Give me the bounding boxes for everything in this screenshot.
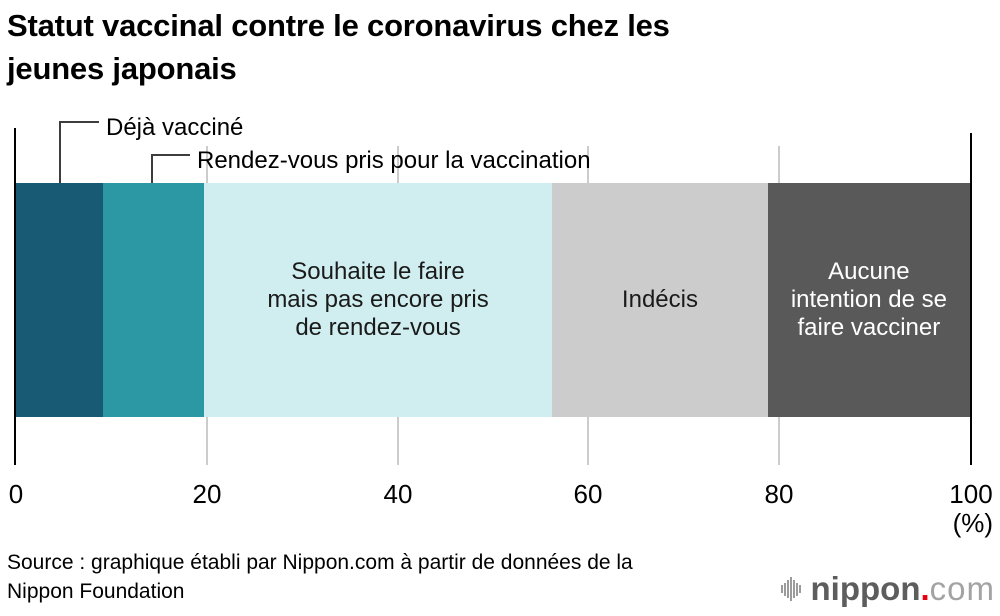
bar-segment-deja-vaccine bbox=[16, 183, 103, 417]
axis-line-right bbox=[970, 133, 972, 465]
nippon-com-logo: nippon.com bbox=[780, 568, 995, 610]
segment-label-aucune: Aucune intention de se faire vacciner bbox=[791, 258, 947, 342]
axis-line-left bbox=[14, 128, 16, 465]
logo-wordmark: nippon.com bbox=[811, 570, 995, 608]
segment-label-line: mais pas encore pris bbox=[267, 286, 489, 313]
page-title-line2: jeunes japonais bbox=[7, 51, 237, 86]
leader-line-rendez-vous-vertical bbox=[151, 154, 153, 183]
sound-wave-bars-icon bbox=[780, 577, 802, 601]
x-tick-80: 80 bbox=[764, 479, 794, 509]
x-tick-40: 40 bbox=[383, 479, 413, 509]
segment-label-line: Souhaite le faire bbox=[291, 258, 465, 285]
page-title-line1: Statut vaccinal contre le coronavirus ch… bbox=[7, 8, 670, 43]
leader-line-rendez-vous-horizontal bbox=[151, 154, 190, 156]
bar-segment-aucune-intention: Aucune intention de se faire vacciner bbox=[767, 183, 970, 417]
segment-label-line: de rendez-vous bbox=[295, 314, 461, 341]
logo-dot: . bbox=[920, 570, 930, 607]
x-axis-unit-label: (%) bbox=[952, 508, 993, 538]
x-tick-20: 20 bbox=[192, 479, 222, 509]
leader-line-deja-vaccine-horizontal bbox=[59, 121, 99, 123]
callout-label-deja-vaccine: Déjà vacciné bbox=[106, 114, 244, 141]
bar-segment-indecis: Indécis bbox=[552, 183, 768, 417]
x-tick-60: 60 bbox=[573, 479, 603, 509]
segment-label-indecis: Indécis bbox=[622, 286, 698, 314]
bar-segment-souhaite-le-faire: Souhaite le faire mais pas encore pris d… bbox=[203, 183, 553, 417]
segment-label-line: Aucune bbox=[828, 258, 910, 285]
leader-line-deja-vaccine-vertical bbox=[59, 121, 61, 183]
x-tick-100: 100 bbox=[949, 479, 993, 509]
page-title: Statut vaccinal contre le coronavirus ch… bbox=[7, 4, 670, 90]
logo-name-text: nippon bbox=[810, 570, 921, 607]
segment-label-line: Indécis bbox=[621, 286, 698, 313]
bar-segment-rendez-vous-pris bbox=[102, 183, 204, 417]
logo-suffix-text: com bbox=[929, 570, 995, 607]
segment-label-souhaite: Souhaite le faire mais pas encore pris d… bbox=[267, 258, 488, 342]
source-note-line1: Source : graphique établi par Nippon.com… bbox=[7, 551, 633, 574]
x-tick-0: 0 bbox=[8, 479, 24, 509]
stacked-bar: Souhaite le faire mais pas encore pris d… bbox=[16, 183, 970, 417]
segment-label-line: intention de se bbox=[790, 286, 947, 313]
callout-label-rendez-vous: Rendez-vous pris pour la vaccination bbox=[197, 147, 591, 174]
segment-label-line: faire vacciner bbox=[797, 314, 941, 341]
source-note-line2: Nippon Foundation bbox=[7, 580, 185, 603]
source-note: Source : graphique établi par Nippon.com… bbox=[7, 548, 633, 606]
